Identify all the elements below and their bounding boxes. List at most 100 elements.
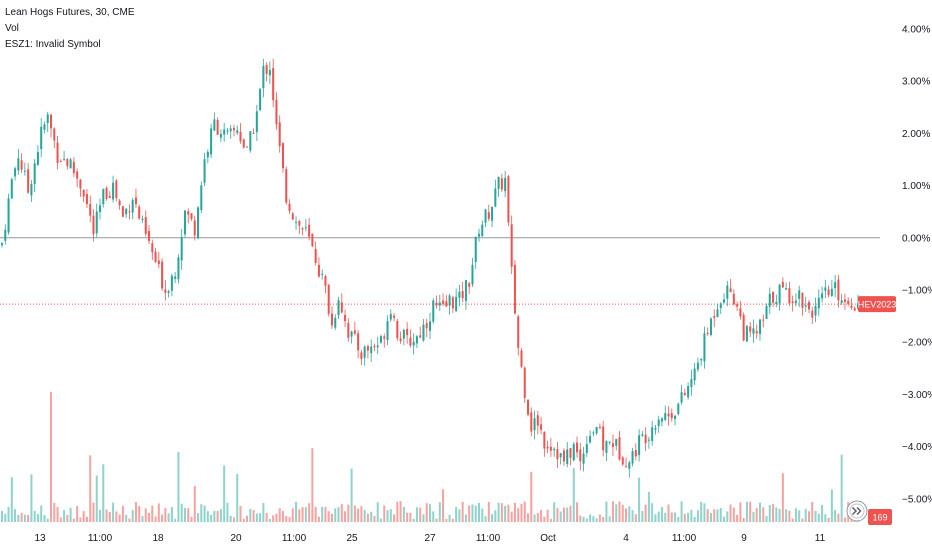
candle — [223, 122, 226, 142]
candle — [520, 347, 523, 369]
candle — [36, 145, 39, 167]
candle — [631, 447, 634, 467]
volume-bar — [830, 489, 833, 522]
volume-bar — [425, 503, 428, 522]
volume-bar — [445, 518, 448, 522]
volume-bar — [432, 511, 435, 522]
candle — [455, 288, 458, 312]
volume-bar — [301, 507, 304, 522]
candle — [7, 193, 10, 235]
candle — [66, 158, 69, 170]
volume-bar — [108, 511, 111, 522]
overlay-symbol-label[interactable]: ESZ1: Invalid Symbol — [5, 39, 101, 50]
volume-bar — [285, 516, 288, 522]
candle — [500, 173, 503, 192]
volume-bar — [821, 504, 824, 522]
volume-bar — [651, 503, 654, 522]
candle — [226, 127, 229, 135]
candle — [229, 124, 232, 139]
candle — [85, 189, 88, 208]
candle — [576, 436, 579, 458]
candle — [827, 285, 830, 298]
volume-bar — [206, 511, 209, 522]
reference-price-badge[interactable]: HEV2023 — [858, 296, 897, 313]
double-chevron-icon[interactable] — [846, 500, 868, 522]
volume-bar — [252, 510, 255, 522]
volume-bar — [59, 517, 62, 522]
volume-bar — [703, 503, 706, 522]
volume-bar — [719, 508, 722, 522]
volume-bar — [608, 516, 611, 522]
volume-bar — [40, 505, 43, 522]
volume-bar — [20, 512, 23, 522]
candle — [131, 197, 134, 220]
volume-bar — [634, 514, 637, 522]
volume-bar — [477, 502, 481, 522]
volume-bar — [562, 507, 565, 522]
volume-bar — [406, 512, 409, 522]
candle — [507, 174, 510, 226]
volume-bar — [504, 505, 507, 522]
candle — [72, 157, 75, 177]
candle — [141, 215, 144, 223]
volume-bar — [513, 502, 516, 522]
volume-bar — [772, 504, 775, 522]
volume-bar — [598, 514, 601, 522]
candle — [821, 286, 824, 303]
candle — [89, 195, 92, 223]
volume-bar — [834, 509, 837, 522]
candle — [546, 440, 549, 454]
volume-bar — [17, 514, 20, 522]
volume-bar — [193, 485, 196, 522]
candle — [321, 269, 324, 280]
candle — [121, 206, 124, 218]
candle — [615, 438, 618, 451]
candle — [814, 297, 817, 323]
candle — [308, 217, 311, 241]
candle — [53, 127, 56, 148]
volume-bar — [576, 502, 579, 522]
price-axis[interactable]: 4.00% 3.00% 2.00% 1.00% 0.00% −1.00% −2.00% −3.… — [858, 25, 932, 526]
volume-indicator-label[interactable]: Vol — [5, 23, 19, 34]
volume-bar — [807, 511, 811, 522]
volume-bar — [350, 468, 353, 522]
candle — [442, 293, 445, 306]
candle — [553, 447, 556, 457]
volume-bar — [344, 511, 347, 522]
candle — [412, 333, 415, 355]
candle — [63, 150, 66, 162]
volume-bar — [628, 506, 631, 522]
volume-bar — [53, 502, 56, 522]
candle — [99, 198, 102, 220]
volume-bar — [713, 509, 716, 522]
volume-bar — [788, 510, 791, 522]
candle — [451, 295, 454, 314]
volume-bar — [647, 491, 650, 522]
volume-bar — [370, 511, 373, 522]
volume-bar — [265, 512, 268, 522]
candle — [406, 322, 409, 344]
volume-bar — [295, 501, 298, 522]
candle — [634, 443, 637, 461]
candle — [785, 282, 788, 290]
candle — [402, 328, 405, 346]
candle — [736, 301, 739, 312]
candle — [190, 213, 193, 222]
symbol-title[interactable]: Lean Hogs Futures, 30, CME — [5, 7, 135, 18]
volume-bar — [161, 514, 164, 522]
candle — [732, 289, 735, 306]
volume-bar — [249, 508, 252, 522]
volume-bar — [353, 505, 356, 522]
candle — [608, 441, 611, 445]
volume-bar — [376, 502, 379, 522]
volume-bar — [321, 506, 324, 522]
candle — [530, 407, 533, 437]
volume-bar — [366, 513, 369, 522]
candle — [536, 410, 539, 435]
volume-bar — [605, 501, 608, 522]
candle — [174, 271, 177, 284]
candle — [288, 199, 291, 215]
time-axis[interactable]: 13 11:00 18 20 11:00 25 27 11:00 Oct 4 11:00 9 11 — [34, 533, 825, 544]
